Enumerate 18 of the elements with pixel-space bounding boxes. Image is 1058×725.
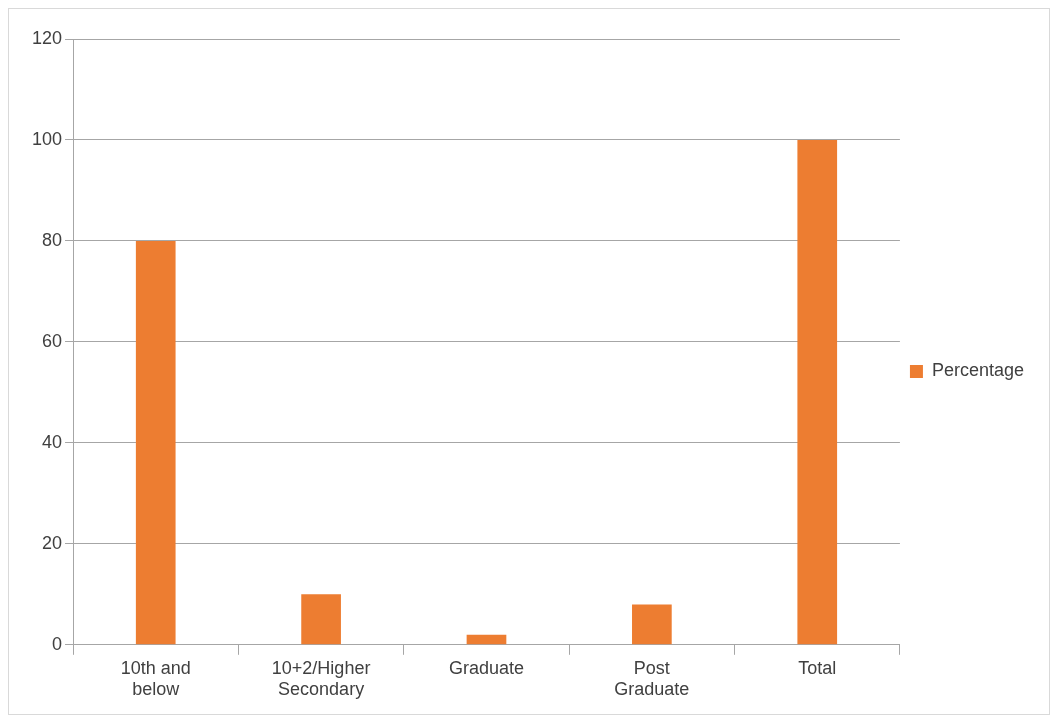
- legend-label: Percentage: [931, 360, 1025, 381]
- x-tick-label: Post Graduate: [614, 657, 690, 700]
- y-tick-label: 120: [31, 27, 63, 48]
- bar: [797, 139, 838, 645]
- x-tick-label: 10th and below: [120, 657, 191, 700]
- x-tick-label: Graduate: [448, 657, 525, 678]
- y-tick-label: 20: [42, 532, 63, 553]
- y-tick-label: 100: [31, 128, 63, 149]
- x-tick-label: Total: [798, 657, 837, 678]
- x-tick-label: 10+2/Higher Secondary: [271, 657, 371, 700]
- y-tick-label: 60: [42, 330, 63, 351]
- bar: [301, 594, 341, 645]
- bar: [632, 604, 672, 645]
- y-tick-label: 80: [42, 229, 63, 250]
- bar: [135, 240, 176, 645]
- bar: [466, 634, 507, 645]
- y-tick-label: 0: [52, 633, 63, 654]
- y-tick-label: 40: [42, 431, 63, 452]
